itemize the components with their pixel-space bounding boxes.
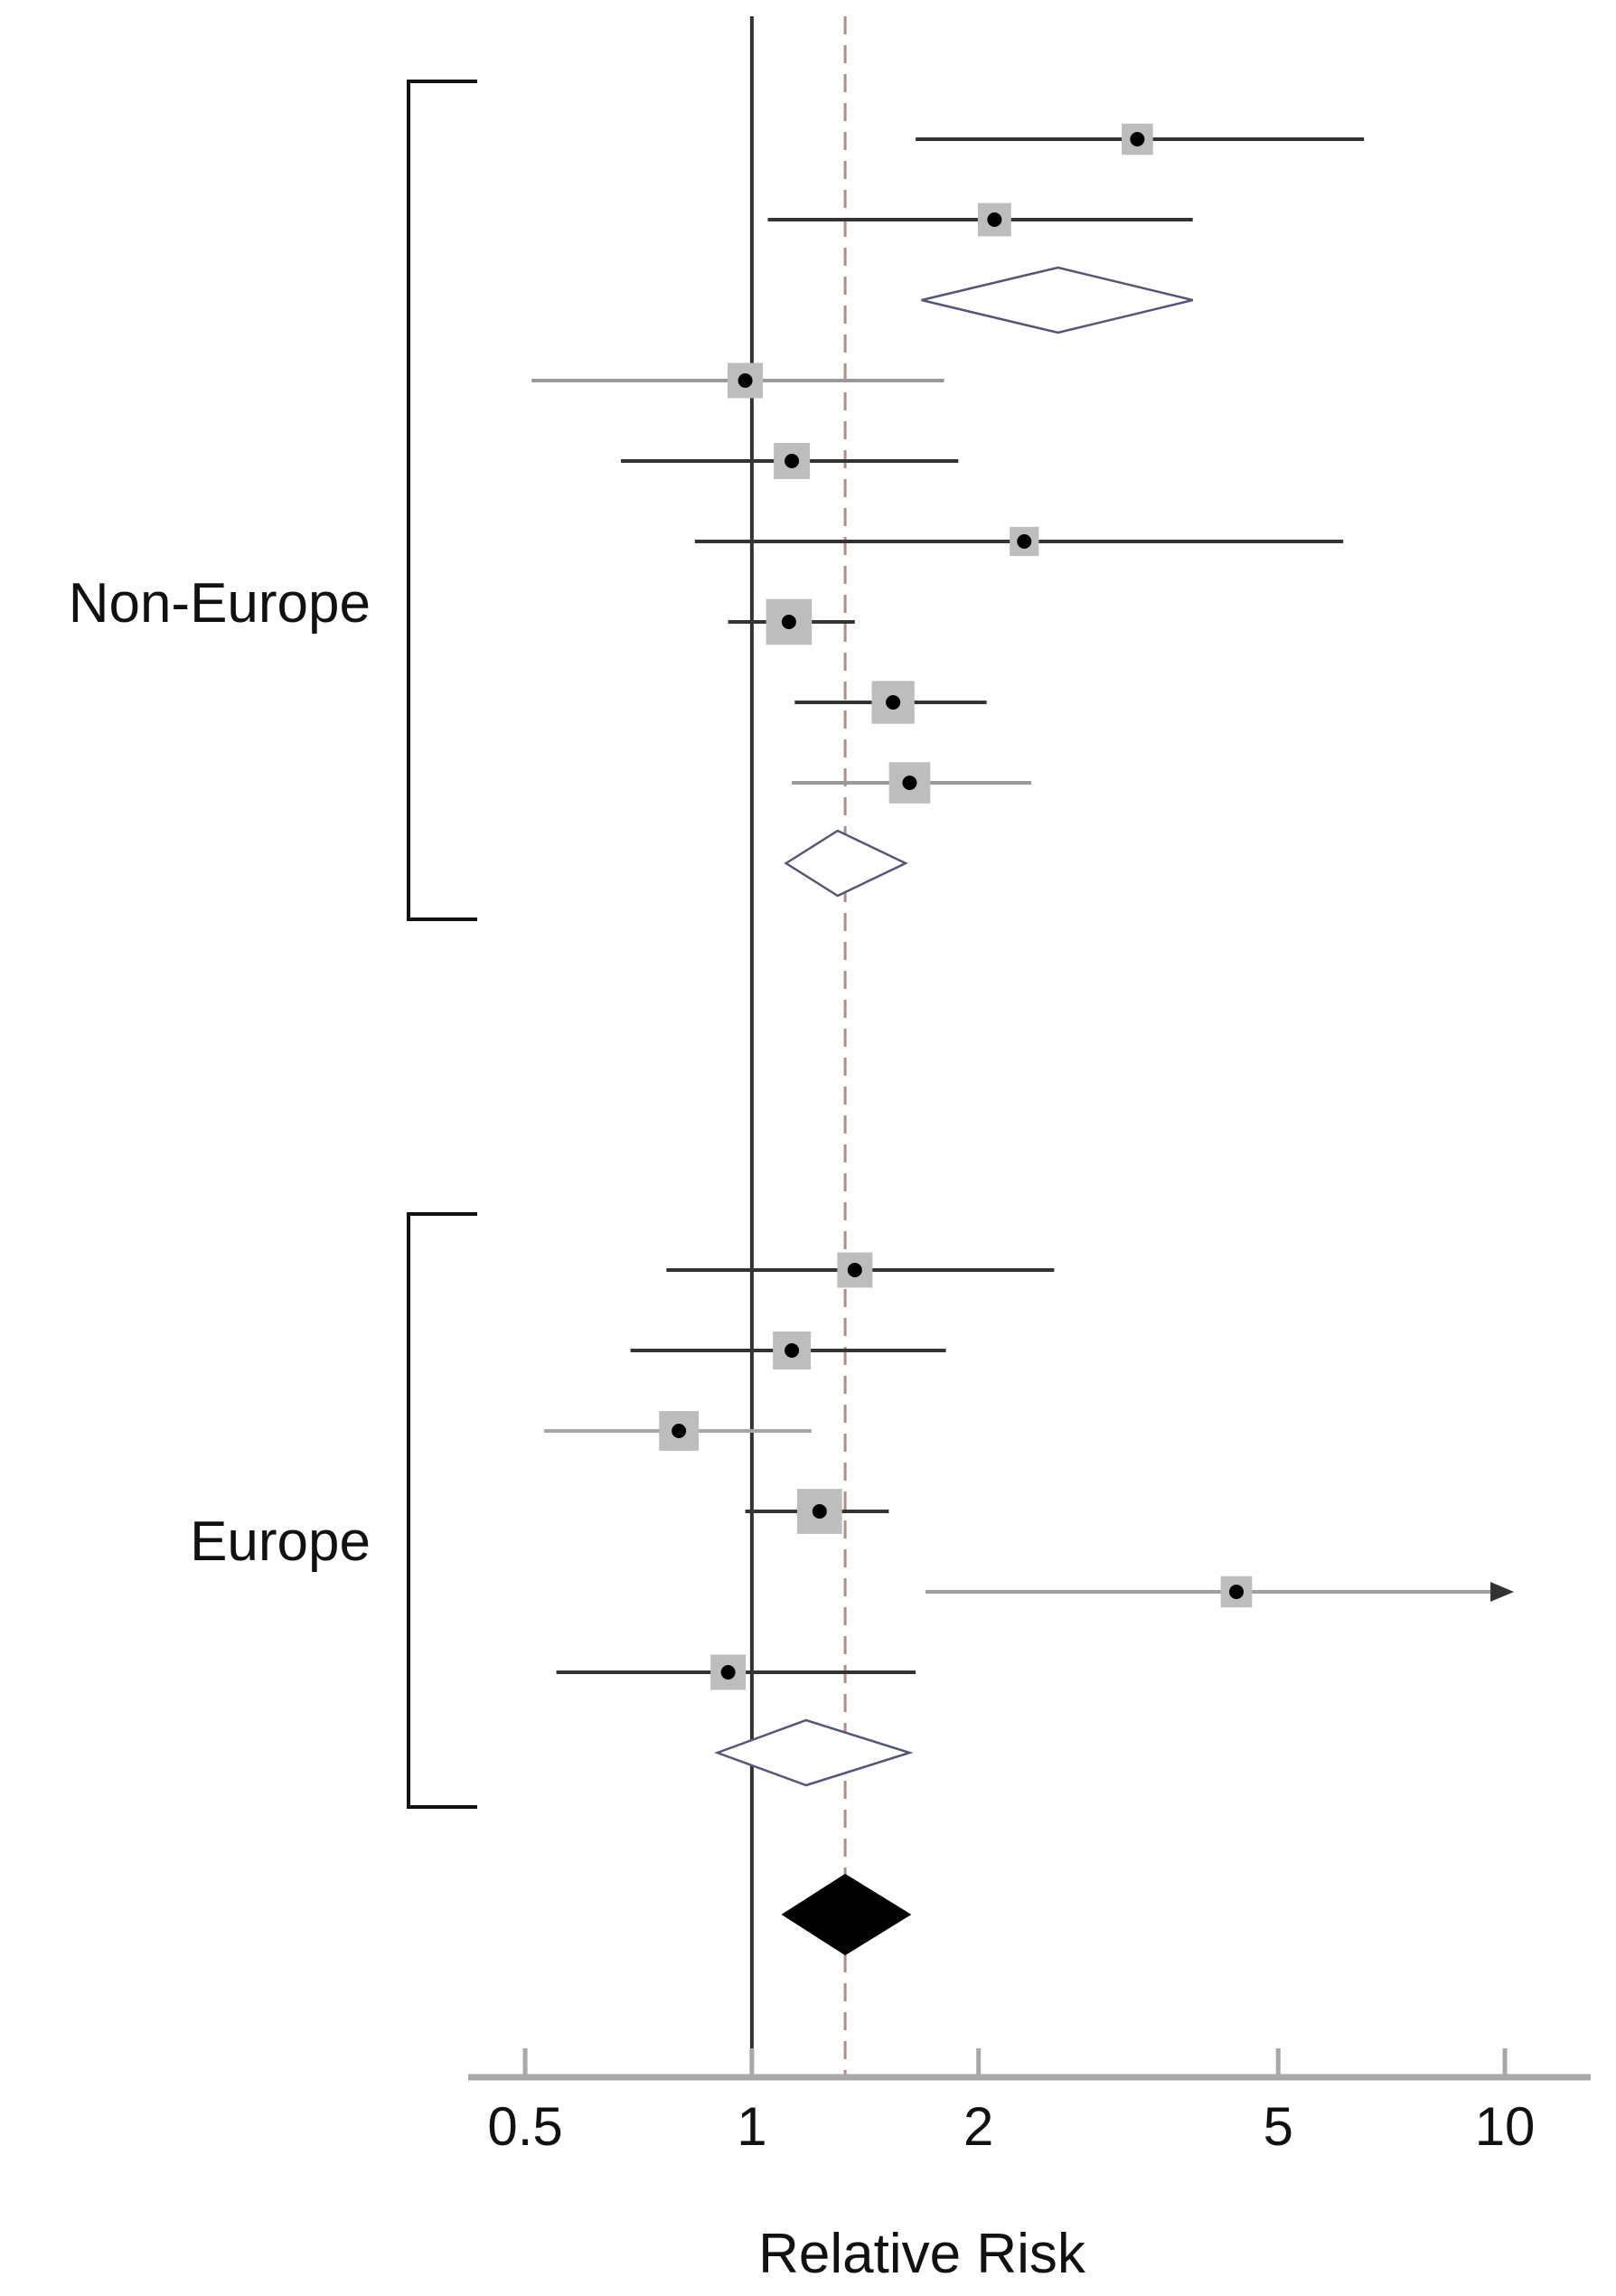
x-tick-label: 2 [963, 2096, 994, 2157]
point-estimate [886, 695, 901, 710]
x-tick-label: 5 [1263, 2096, 1293, 2157]
point-estimate [720, 1665, 736, 1680]
subgroup-summary-diamond [784, 829, 908, 898]
point-estimate [785, 1343, 800, 1358]
summary-diamonds [714, 266, 1193, 1956]
subgroup-summary-diamond [921, 266, 1193, 334]
point-estimate [672, 1424, 687, 1438]
point-estimate [902, 776, 917, 790]
study-estimates [531, 123, 1515, 1690]
overall-summary-diamond [781, 1873, 912, 1956]
point-estimate [1017, 534, 1032, 549]
group-label-europe: Europe [190, 1510, 371, 1573]
point-estimate [987, 212, 1002, 227]
bracket-non-europe [407, 80, 477, 921]
point-estimate [781, 615, 796, 629]
x-tick-label: 0.5 [487, 2096, 563, 2157]
point-estimate [1130, 132, 1145, 146]
point-estimate [847, 1263, 862, 1277]
group-label-non-europe: Non-Europe [68, 572, 371, 635]
bracket-europe [407, 1212, 477, 1809]
ci-arrow-right [1490, 1582, 1515, 1602]
point-estimate [738, 373, 753, 388]
x-tick-label: 1 [737, 2096, 767, 2157]
x-tick-label: 10 [1474, 2096, 1536, 2157]
x-axis [468, 2048, 1591, 2081]
point-estimate [785, 454, 800, 468]
group-brackets [407, 80, 477, 1809]
point-estimate [812, 1504, 827, 1519]
point-estimate [1229, 1585, 1245, 1599]
x-axis-title: Relative Risk [758, 2223, 1085, 2285]
subgroup-summary-diamond [714, 1718, 914, 1787]
